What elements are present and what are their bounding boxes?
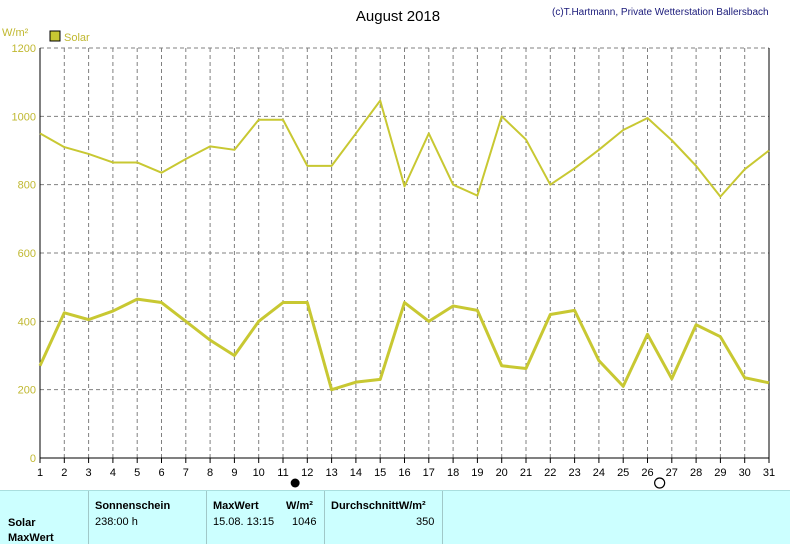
maxvalue-column: MaxWert W/m² 15.08. 13:15 1046 — [206, 491, 325, 544]
x-tick-label: 24 — [593, 467, 605, 479]
sunshine-column: Sonnenschein 238:00 h — [88, 491, 207, 544]
y-tick-label: 400 — [18, 316, 36, 328]
x-tick-label: 3 — [86, 467, 92, 479]
sunshine-header: Sonnenschein — [95, 500, 171, 512]
maxvalue-date: 15.08. 13:15 — [213, 516, 275, 528]
legend-swatch-solar — [49, 30, 61, 42]
series — [38, 99, 770, 392]
x-tick-label: 1 — [37, 467, 43, 479]
series-line-avg — [38, 297, 770, 392]
maxvalue-value: 1046 — [292, 516, 317, 528]
x-tick-label: 29 — [714, 467, 726, 479]
sunshine-value: 238:00 h — [95, 516, 138, 528]
x-tick-label: 7 — [183, 467, 189, 479]
x-tick-label: 20 — [496, 467, 508, 479]
x-tick-label: 10 — [253, 467, 265, 479]
x-tick-label: 12 — [301, 467, 313, 479]
y-tick-label: 1200 — [12, 43, 36, 55]
chart: August 2018 (c)T.Hartmann, Private Wette… — [2, 7, 775, 489]
x-tick-label: 16 — [398, 467, 410, 479]
maxvalue-unit: W/m² — [286, 500, 313, 512]
chart-title: August 2018 — [356, 8, 440, 25]
x-tick-label: 11 — [277, 467, 288, 479]
y-tick-label: 0 — [30, 453, 36, 465]
x-tick-label: 22 — [544, 467, 556, 479]
x-tick-label: 26 — [641, 467, 653, 479]
x-tick-label: 27 — [666, 467, 678, 479]
x-tick-label: 8 — [207, 467, 213, 479]
y-tick-label: 200 — [18, 385, 36, 397]
y-axis-unit: W/m² — [2, 27, 29, 39]
x-tick-label: 14 — [350, 467, 362, 479]
x-tick-label: 5 — [134, 467, 140, 479]
empty-column — [442, 491, 791, 544]
grid — [40, 47, 769, 458]
right-edge-strip — [790, 0, 802, 543]
y-tick-label: 600 — [18, 248, 36, 260]
x-ticks: 1 2 3 4 5 6 7 8 9 10 11 12 13 14 15 16 17 18 19 20 21 22 23 24 2… — [37, 458, 775, 479]
x-tick-label: 21 — [520, 467, 532, 479]
moon-markers — [290, 477, 666, 489]
average-value: 350 — [416, 516, 435, 528]
y-tick-label: 800 — [18, 180, 36, 192]
average-column: DurchschnittW/m² 350 — [324, 491, 443, 544]
new-moon-marker — [654, 477, 666, 489]
legend-label-solar: Solar — [64, 32, 90, 44]
x-tick-label: 18 — [447, 467, 459, 479]
x-tick-label: 17 — [423, 467, 435, 479]
maxvalue-header: MaxWert — [213, 500, 259, 512]
x-tick-label: 19 — [471, 467, 483, 479]
row-label-maxwert: MaxWert — [8, 532, 54, 544]
x-tick-label: 23 — [568, 467, 580, 479]
x-tick-label: 6 — [158, 467, 164, 479]
x-tick-label: 31 — [763, 467, 775, 479]
chart-credit: (c)T.Hartmann, Private Wetterstation Bal… — [552, 7, 769, 18]
y-tick-label: 1000 — [12, 111, 36, 123]
x-tick-label: 13 — [325, 467, 337, 479]
x-tick-label: 9 — [231, 467, 237, 479]
y-ticks: 0 200 400 600 800 1000 1200 — [12, 43, 36, 465]
x-tick-label: 28 — [690, 467, 702, 479]
row-label-solar: Solar — [8, 517, 36, 529]
series-line-max — [39, 99, 770, 198]
x-tick-label: 25 — [617, 467, 629, 479]
x-tick-label: 15 — [374, 467, 386, 479]
x-tick-label: 4 — [110, 467, 116, 479]
x-tick-label: 2 — [61, 467, 67, 479]
average-header: DurchschnittW/m² — [331, 500, 426, 512]
stats-panel: Solar MaxWert Sonnenschein 238:00 h MaxW… — [0, 490, 790, 544]
x-tick-label: 30 — [739, 467, 751, 479]
full-moon-marker — [290, 478, 300, 488]
